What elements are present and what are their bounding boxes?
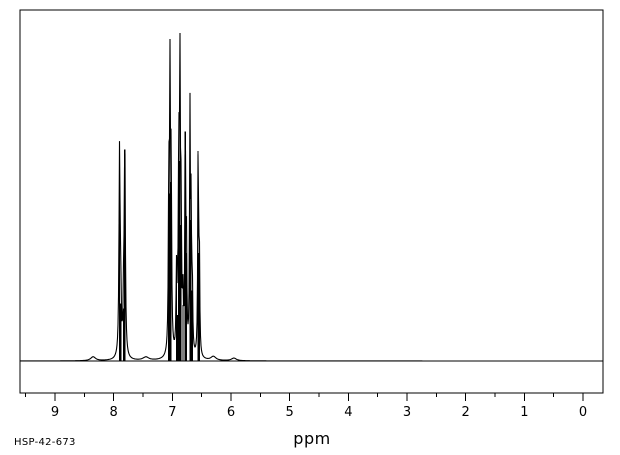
axis-ticks <box>25 393 584 401</box>
tick-label: 4 <box>344 405 352 420</box>
spectrum-trace <box>20 32 603 362</box>
tick-label: 9 <box>51 405 59 420</box>
tick-label: 5 <box>286 405 294 420</box>
x-axis-title: ppm <box>293 429 330 448</box>
tick-label: 0 <box>579 405 587 420</box>
tick-label: 1 <box>520 405 528 420</box>
tick-label: 3 <box>403 405 411 420</box>
plot-frame-border <box>19 9 604 394</box>
tick-label: 8 <box>110 405 118 420</box>
tick-label: 6 <box>227 405 235 420</box>
tick-label: 7 <box>168 405 176 420</box>
tick-label: 2 <box>462 405 470 420</box>
axis-tick-labels: 9 8 7 6 5 4 3 2 1 0 <box>51 405 587 420</box>
sample-id-label: HSP-42-673 <box>14 437 76 448</box>
